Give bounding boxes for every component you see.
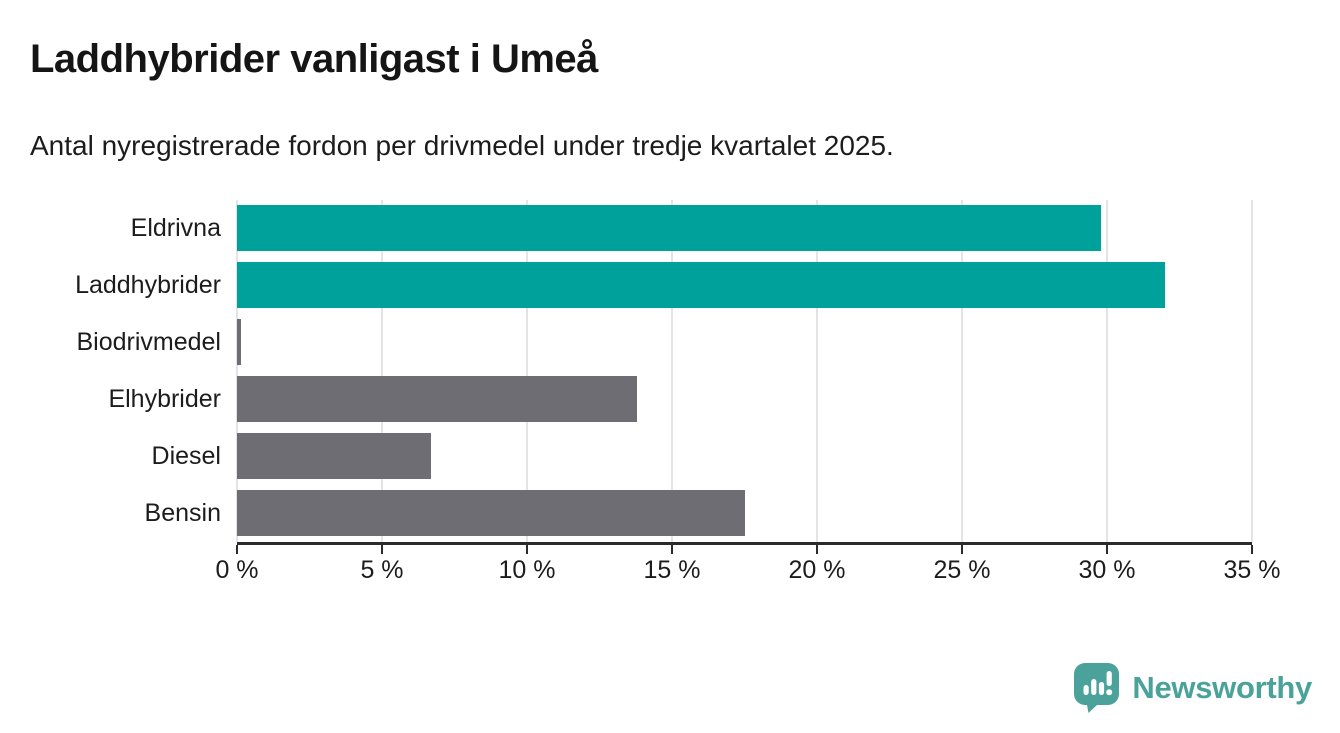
gridline <box>1106 200 1108 542</box>
x-axis-line <box>237 542 1252 545</box>
bar-eldrivna <box>237 205 1102 251</box>
bar-bensin <box>237 490 745 536</box>
bar-elhybrider <box>237 376 638 422</box>
axis-tick <box>236 545 238 554</box>
category-label-eldrivna: Eldrivna <box>130 214 221 242</box>
axis-tick-label: 35 % <box>1223 556 1281 584</box>
gridline <box>816 200 818 542</box>
gridline <box>381 200 383 542</box>
axis-tick-label: 25 % <box>933 556 991 584</box>
gridline <box>671 200 673 542</box>
axis-tick-label: 20 % <box>788 556 846 584</box>
newsworthy-logo: Newsworthy <box>1073 662 1312 713</box>
gridline <box>1251 200 1253 542</box>
newsworthy-icon <box>1073 662 1120 713</box>
chart-subtitle: Antal nyregistrerade fordon per drivmede… <box>30 130 894 161</box>
axis-tick-label: 10 % <box>498 556 556 584</box>
axis-tick <box>816 545 818 554</box>
axis-tick <box>961 545 963 554</box>
axis-tick-label: 15 % <box>643 556 701 584</box>
chart-title: Laddhybrider vanligast i Umeå <box>30 37 598 81</box>
bar-row: Laddhybrider <box>75 257 1252 314</box>
axis-tick <box>671 545 673 554</box>
bar-laddhybrider <box>237 262 1165 308</box>
category-label-laddhybrider: Laddhybrider <box>75 271 221 299</box>
axis-tick-label: 30 % <box>1078 556 1136 584</box>
bar-row: Diesel <box>152 428 1252 485</box>
axis-tick-label: 0 % <box>215 556 259 584</box>
bar-row: Eldrivna <box>131 200 1252 257</box>
axis-tick <box>1251 545 1253 554</box>
gridline <box>526 200 528 542</box>
bar-row: Biodrivmedel <box>76 314 1252 371</box>
bar-row: Elhybrider <box>108 371 1252 428</box>
category-label-elhybrider: Elhybrider <box>108 385 221 413</box>
category-label-bensin: Bensin <box>144 499 221 527</box>
axis-tick <box>1106 545 1108 554</box>
bar-diesel <box>237 433 432 479</box>
category-label-diesel: Diesel <box>151 442 221 470</box>
bar-biodrivmedel <box>237 319 242 365</box>
plot-area: 0 % 5 % 10 % 15 % 20 % 25 % 30 % 35 % Eldrivna La… <box>75 200 1280 584</box>
newsworthy-wordmark: Newsworthy <box>1132 669 1312 705</box>
category-label-biodrivmedel: Biodrivmedel <box>76 328 221 356</box>
axis-tick <box>526 545 528 554</box>
axis-tick <box>381 545 383 554</box>
axis-tick-label: 5 % <box>360 556 404 584</box>
bar-row: Bensin <box>145 485 1252 542</box>
gridline <box>236 200 238 542</box>
gridline <box>961 200 963 542</box>
